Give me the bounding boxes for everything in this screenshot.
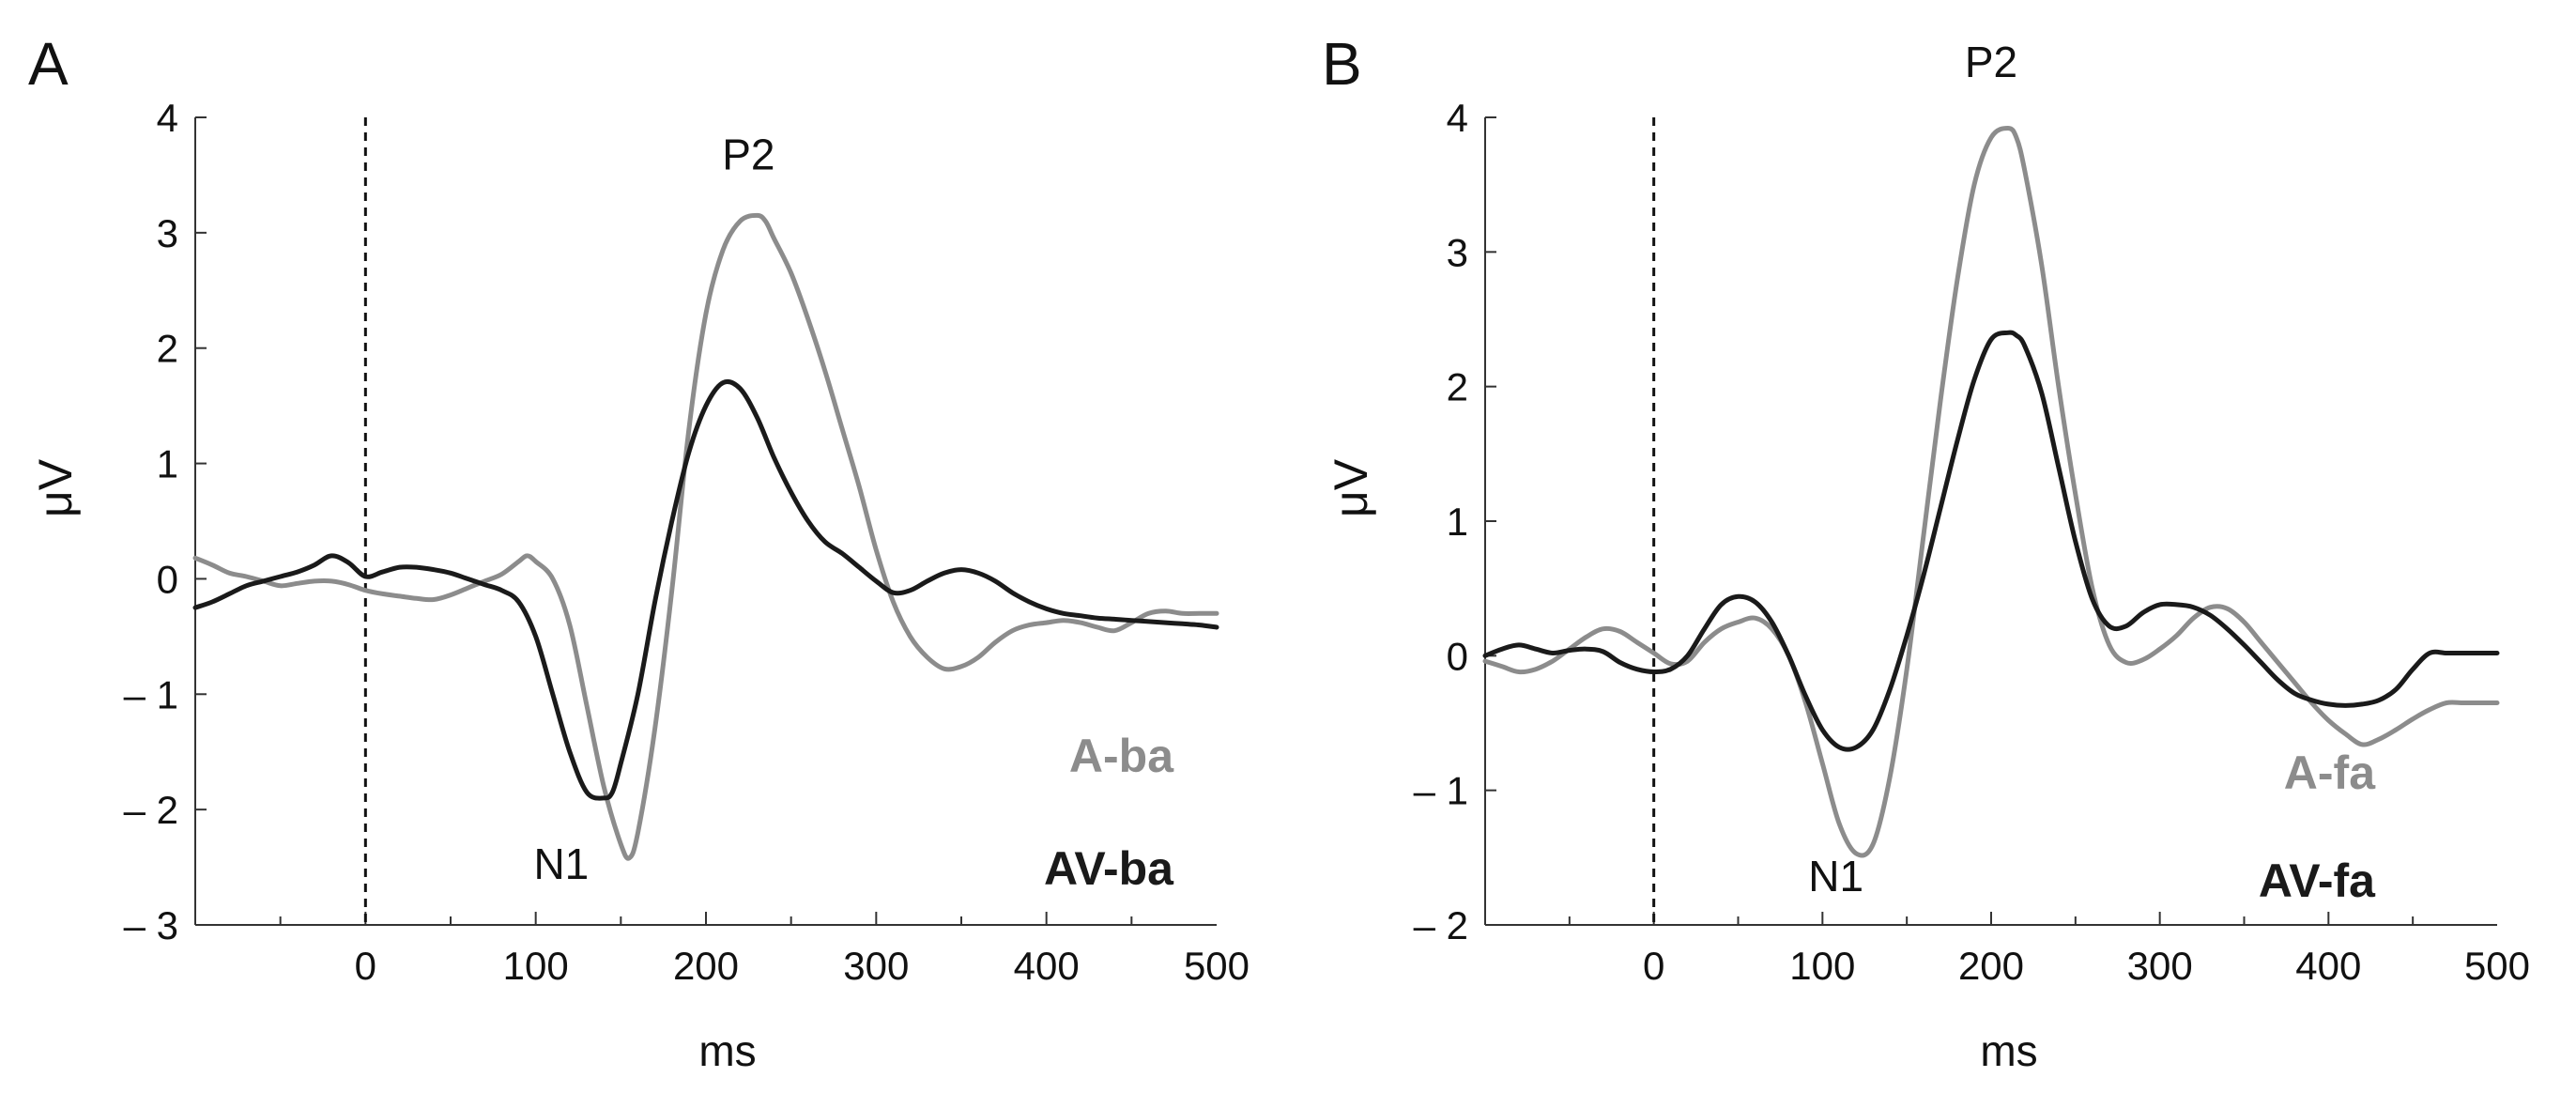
panel-a-ytick-label: – 2 bbox=[124, 788, 178, 832]
panel-a-xlabel: ms bbox=[698, 1026, 756, 1075]
panel-a-ytick-label: – 3 bbox=[124, 903, 178, 947]
panel-b-annotations: P2 N1 bbox=[1808, 38, 2017, 901]
panel-b-xlabel: ms bbox=[1980, 1026, 2037, 1075]
panel-b-annotation-p2: P2 bbox=[1965, 38, 2017, 86]
panel-b-xtick-label: 500 bbox=[2464, 944, 2530, 988]
panel-a-ylabel: μV bbox=[29, 458, 82, 517]
panel-a-label: A bbox=[28, 30, 69, 98]
panel-b: B μV ms 4 3 2 1 0 – 1 – 2 0 100 200 300 400 500 P2 N1… bbox=[1322, 30, 2530, 1075]
panel-a-legend-av-ba: AV-ba bbox=[1044, 842, 1174, 895]
panel-a-series-a-ba bbox=[192, 212, 1219, 861]
panel-a-xtick-label: 100 bbox=[503, 944, 569, 988]
panel-b-ytick-label: – 1 bbox=[1414, 769, 1468, 813]
panel-b-legend-av-fa: AV-fa bbox=[2259, 854, 2376, 907]
panel-a-ytick-label: 1 bbox=[157, 442, 178, 486]
panel-b-ytick-label: 3 bbox=[1447, 230, 1468, 274]
panel-b-legend-a-fa: A-fa bbox=[2284, 747, 2376, 799]
panel-b-xtick-label: 200 bbox=[1958, 944, 2024, 988]
panel-b-ytick-label: 4 bbox=[1447, 96, 1468, 140]
panel-b-series bbox=[1482, 126, 2500, 858]
panel-a-xtick-label: 500 bbox=[1184, 944, 1250, 988]
panel-a-ytick-label: 0 bbox=[157, 557, 178, 601]
panel-a-annotation-p2: P2 bbox=[722, 130, 774, 178]
panel-a-axes: 4 3 2 1 0 – 1 – 2 – 3 0 100 200 300 400 500 bbox=[124, 96, 1250, 988]
panel-a-legend-a-ba: A-ba bbox=[1069, 730, 1174, 782]
panel-a-ytick-label: – 1 bbox=[124, 672, 178, 716]
panel-b-xtick-label: 300 bbox=[2127, 944, 2193, 988]
panel-a-ytick-label: 4 bbox=[157, 96, 178, 140]
panel-b-series-av-fa bbox=[1482, 330, 2500, 752]
panel-b-xtick-label: 0 bbox=[1643, 944, 1664, 988]
panel-b-ylabel: μV bbox=[1325, 458, 1377, 517]
panel-b-ytick-label: – 2 bbox=[1414, 903, 1468, 947]
panel-a-ytick-label: 2 bbox=[157, 327, 178, 371]
panel-a-series bbox=[192, 212, 1219, 861]
panel-b-ytick-label: 2 bbox=[1447, 365, 1468, 409]
panel-b-axes: 4 3 2 1 0 – 1 – 2 0 100 200 300 400 500 bbox=[1414, 96, 2530, 988]
panel-a-xtick-label: 200 bbox=[673, 944, 739, 988]
panel-a: A μV ms 4 3 2 1 0 – 1 – 2 – 3 0 100 200 300 400 500 P… bbox=[28, 30, 1250, 1075]
panel-a-annotation-n1: N1 bbox=[533, 839, 589, 888]
panel-a-xtick-label: 300 bbox=[843, 944, 909, 988]
panel-b-ytick-label: 1 bbox=[1447, 500, 1468, 544]
panel-a-xtick-label: 0 bbox=[355, 944, 376, 988]
panel-b-annotation-n1: N1 bbox=[1808, 852, 1863, 901]
panel-b-ytick-label: 0 bbox=[1447, 634, 1468, 678]
panel-b-xtick-label: 100 bbox=[1789, 944, 1855, 988]
panel-b-xtick-label: 400 bbox=[2295, 944, 2361, 988]
panel-b-label: B bbox=[1322, 30, 1362, 98]
panel-a-series-av-ba bbox=[192, 378, 1219, 801]
panel-a-ytick-label: 3 bbox=[157, 211, 178, 255]
panel-a-xtick-label: 400 bbox=[1014, 944, 1080, 988]
panel-b-series-a-fa bbox=[1482, 126, 2500, 858]
panel-a-annotations: P2 N1 bbox=[533, 130, 774, 888]
